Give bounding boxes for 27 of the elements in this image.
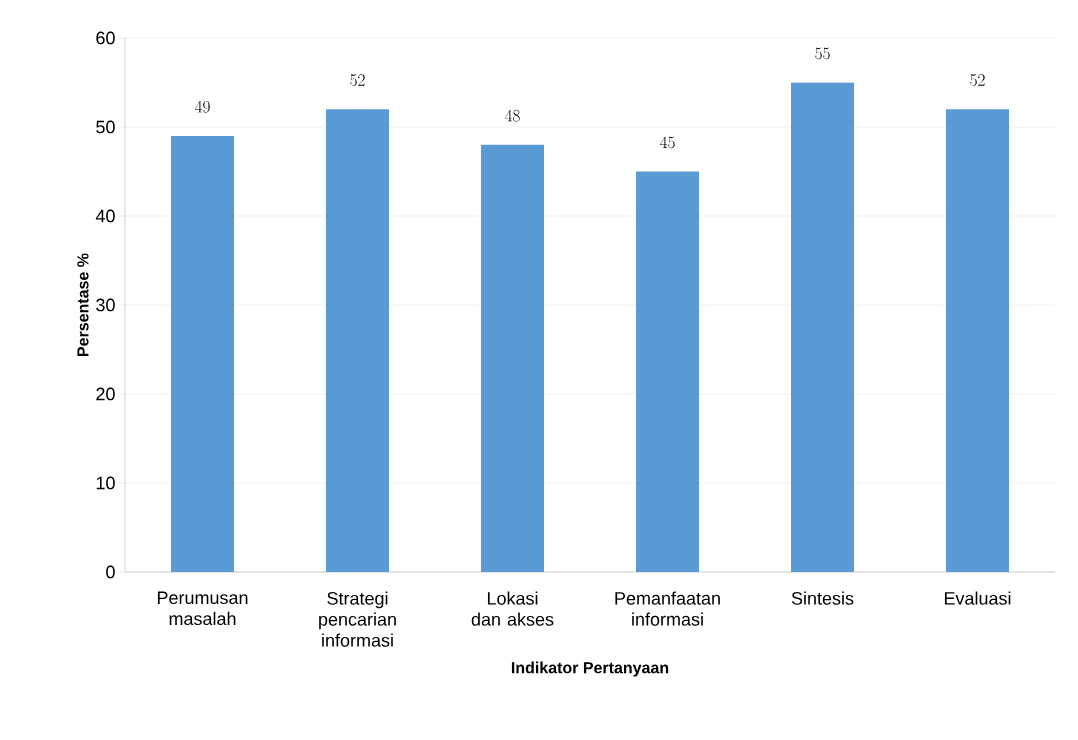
x-tick-label: Perumusan masalah (157, 591, 248, 626)
x-tick-label: Lokasi dan akses (471, 591, 554, 626)
y-tick-label: 0 (106, 565, 115, 579)
bar (946, 109, 1009, 572)
data-label: 52 (350, 74, 365, 86)
y-tick-label: 10 (96, 476, 115, 490)
data-label: 45 (659, 136, 675, 149)
bar (791, 82, 854, 572)
data-label: 52 (970, 74, 985, 86)
y-tick-label: 50 (96, 120, 115, 134)
x-tick-label: Evaluasi (944, 591, 1011, 605)
x-tick-label: Pemanfaatan informasi (615, 591, 720, 626)
data-label: 55 (815, 47, 830, 60)
y-axis-title: Persentase % (77, 253, 89, 356)
x-tick-label: Strategi pencarian informasi (319, 591, 396, 647)
y-tick-label: 30 (96, 298, 115, 312)
bar (481, 144, 545, 572)
y-tick-label: 60 (96, 31, 115, 45)
data-label: 48 (504, 109, 520, 122)
y-tick-label: 40 (95, 209, 115, 223)
data-label: 49 (194, 100, 210, 113)
bar (636, 171, 700, 572)
x-tick-label: Sintesis (791, 591, 854, 605)
bar (171, 135, 235, 572)
y-tick-label: 20 (96, 387, 115, 401)
x-axis-title: Indikator Pertanyaan (511, 661, 669, 677)
bar (326, 109, 390, 572)
